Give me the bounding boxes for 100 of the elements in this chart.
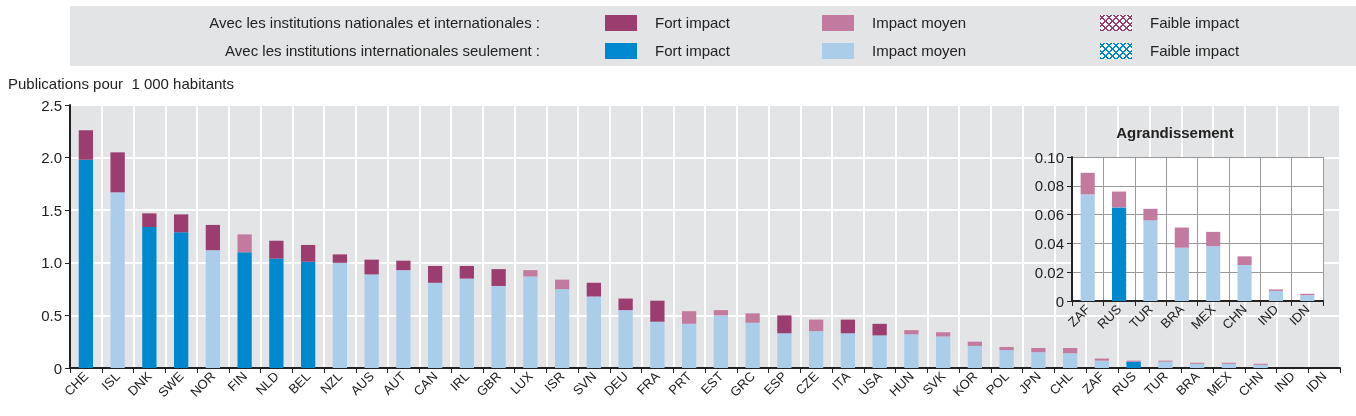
x-tick-label: IND	[1271, 368, 1298, 396]
bar	[427, 282, 443, 368]
bar	[237, 234, 252, 253]
bar	[459, 278, 475, 368]
bar	[1080, 172, 1095, 195]
x-tick-label: FIN	[224, 368, 250, 395]
x-tick-label: NLD	[252, 368, 282, 398]
x-tick-label: USA	[855, 368, 886, 399]
legend-label: Impact moyen	[872, 14, 967, 31]
bar	[681, 311, 697, 324]
y-axis-title: Publications pour 1 000 habitants	[8, 75, 234, 92]
x-tick-label: BRA	[1172, 368, 1203, 399]
bar	[173, 214, 189, 233]
y-tick-label: 1.0	[41, 254, 62, 272]
y-tick-label: 0	[1055, 292, 1064, 310]
bar	[1174, 247, 1189, 301]
bar	[554, 279, 570, 290]
chart-title: Agrandissement	[1116, 124, 1234, 141]
bar	[777, 315, 792, 334]
bar	[1221, 363, 1237, 368]
bar	[840, 319, 856, 334]
x-tick-label: FRA	[633, 368, 663, 398]
bar	[586, 296, 602, 368]
bar	[808, 331, 824, 368]
x-tick-label: BRA	[1157, 301, 1188, 332]
bar	[332, 254, 348, 263]
bar	[840, 333, 856, 368]
y-tick-label: 2.5	[41, 96, 62, 114]
x-tick-label: CHL	[1046, 368, 1076, 398]
bar	[967, 345, 983, 368]
bar	[205, 224, 221, 251]
bar	[110, 192, 125, 368]
bar	[745, 313, 760, 323]
x-tick-label: IDN	[1286, 301, 1313, 329]
y-tick-label: 0.10	[1034, 148, 1064, 166]
bar	[523, 276, 538, 368]
bar	[1237, 265, 1252, 301]
bar	[872, 323, 887, 336]
x-tick-label: IND	[1254, 301, 1282, 329]
bar	[872, 335, 887, 368]
bar	[967, 341, 983, 346]
bar	[554, 289, 570, 368]
bar	[110, 152, 125, 193]
bar	[1237, 256, 1252, 265]
x-tick-label: NZL	[317, 368, 346, 397]
bar	[173, 232, 189, 368]
y-tick-label: 0.02	[1034, 263, 1064, 281]
bar	[1094, 358, 1110, 361]
legend-label: Faible impact	[1150, 14, 1240, 31]
x-tick-label: ISR	[541, 368, 568, 395]
bar	[523, 270, 538, 277]
bar	[1143, 208, 1158, 221]
x-tick-label: IRL	[447, 368, 473, 394]
bar	[935, 336, 951, 368]
bar	[1158, 361, 1173, 368]
text: Avec les institutions internationales seulement :	[225, 42, 540, 59]
x-tick-label: POL	[982, 368, 1012, 398]
bar	[999, 346, 1014, 351]
bar	[904, 334, 919, 368]
bar	[1094, 360, 1110, 368]
bar	[1031, 352, 1046, 368]
bar	[681, 323, 697, 368]
bar	[205, 250, 221, 368]
x-tick-label: TUR	[1126, 301, 1156, 332]
bar	[999, 350, 1014, 368]
x-tick-label: TUR	[1141, 368, 1171, 399]
bar	[713, 310, 729, 316]
text: Avec les institutions nationales et internationales :	[209, 14, 540, 31]
bar	[364, 274, 379, 368]
bar	[1206, 246, 1221, 301]
y-tick-label: 2.0	[41, 149, 62, 167]
bar	[618, 310, 633, 368]
bar	[1112, 191, 1127, 208]
bar	[1143, 220, 1158, 301]
bar	[300, 261, 316, 368]
y-tick-label: 0.08	[1034, 177, 1064, 195]
bar	[396, 260, 411, 271]
bar	[269, 258, 284, 368]
legend-label: Impact moyen	[872, 42, 967, 59]
bar	[300, 244, 316, 262]
bar	[935, 332, 951, 337]
bar	[1268, 290, 1283, 301]
bar	[491, 269, 506, 286]
legend-label: Fort impact	[655, 14, 731, 31]
bar	[650, 300, 665, 322]
x-tick-label: ISL	[98, 368, 123, 394]
bar	[1062, 348, 1078, 354]
y-tick-label: 0.5	[41, 306, 62, 324]
bar	[1062, 353, 1078, 368]
bar	[269, 240, 284, 259]
bar	[808, 319, 824, 332]
y-tick-label: 0.06	[1034, 206, 1064, 224]
bar	[459, 265, 475, 279]
bar	[618, 298, 633, 311]
legend-label: Fort impact	[655, 42, 731, 59]
bar	[1031, 348, 1046, 353]
bar	[904, 330, 919, 335]
bar	[332, 262, 348, 368]
bar	[1206, 231, 1221, 247]
bar	[142, 213, 157, 228]
